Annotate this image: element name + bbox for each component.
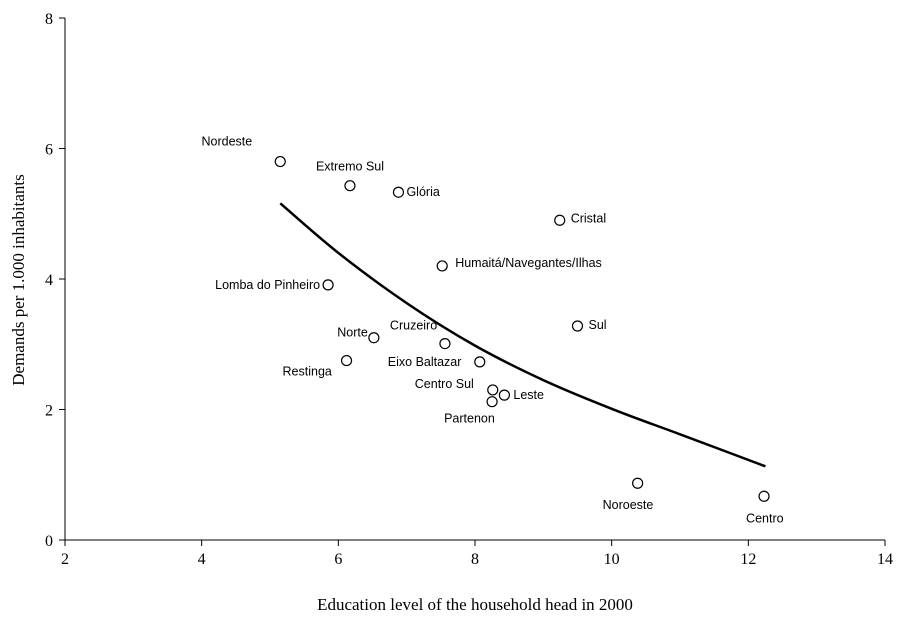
data-point (486, 396, 498, 408)
point-label: Centro (746, 511, 784, 525)
point-labels: Nordeste Extremo Sul Glória Cristal Humaitá/… (202, 135, 784, 526)
point-label: Sul (589, 318, 607, 332)
data-point (322, 279, 334, 291)
point-label: Glória (406, 185, 439, 199)
x-tick-label: 14 (877, 551, 893, 568)
point-label: Nordeste (202, 135, 253, 149)
x-tick-label: 2 (61, 551, 69, 568)
data-point (368, 332, 380, 344)
y-tick-label: 8 (45, 11, 53, 28)
data-points (274, 155, 770, 502)
x-tick-label: 6 (334, 551, 342, 568)
point-label: Norte (337, 326, 368, 340)
point-label: Centro Sul (415, 377, 474, 391)
data-point (274, 155, 286, 168)
data-point (571, 320, 584, 332)
point-label: Cruzeiro (390, 319, 437, 333)
trend-line (279, 202, 766, 468)
point-label: Noroeste (603, 498, 654, 512)
y-axis-title: Demands per 1.000 inhabitants (9, 174, 28, 386)
data-point (439, 337, 451, 350)
data-point (758, 490, 770, 502)
x-tick-label: 8 (471, 551, 479, 568)
data-point (474, 356, 486, 368)
point-label: Extremo Sul (316, 160, 384, 174)
point-label: Leste (513, 388, 544, 402)
x-ticks: 2 4 6 8 10 12 14 (61, 540, 893, 568)
y-tick-label: 2 (45, 403, 53, 420)
x-axis-title: Education level of the household head in… (317, 595, 633, 614)
data-point (554, 214, 566, 226)
x-tick-label: 4 (198, 551, 206, 568)
data-point (487, 384, 499, 396)
y-tick-label: 6 (45, 142, 53, 159)
point-label: Eixo Baltazar (388, 355, 462, 369)
x-tick-label: 10 (604, 551, 620, 568)
data-point (498, 389, 510, 401)
point-label: Lomba do Pinheiro (215, 278, 320, 292)
point-label: Partenon (444, 412, 495, 426)
point-label: Cristal (571, 211, 606, 225)
y-ticks: 0 2 4 6 8 (45, 11, 65, 550)
y-tick-label: 0 (45, 533, 53, 550)
data-point (392, 186, 405, 198)
data-point (436, 260, 448, 272)
y-tick-label: 4 (45, 272, 53, 289)
data-point (344, 180, 356, 192)
point-label: Restinga (283, 365, 332, 379)
data-point (632, 477, 644, 489)
axes (64, 18, 885, 541)
data-point (340, 354, 353, 367)
x-tick-label: 12 (740, 551, 756, 568)
point-label: Humaitá/Navegantes/Ilhas (455, 256, 602, 270)
